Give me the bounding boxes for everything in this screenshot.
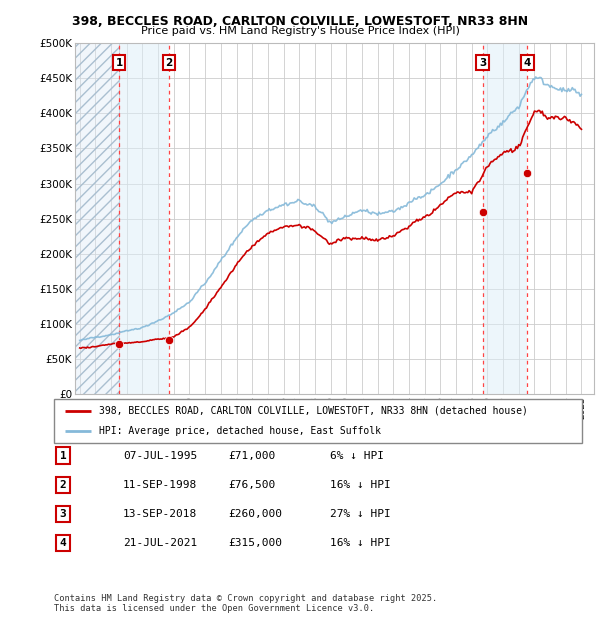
Text: 11-SEP-1998: 11-SEP-1998 xyxy=(123,480,197,490)
Bar xyxy=(119,43,169,394)
Text: HPI: Average price, detached house, East Suffolk: HPI: Average price, detached house, East… xyxy=(99,426,381,436)
Text: 1: 1 xyxy=(116,58,123,68)
Text: £76,500: £76,500 xyxy=(228,480,275,490)
Text: 4: 4 xyxy=(524,58,531,68)
Text: 398, BECCLES ROAD, CARLTON COLVILLE, LOWESTOFT, NR33 8HN: 398, BECCLES ROAD, CARLTON COLVILLE, LOW… xyxy=(72,16,528,28)
Text: 16% ↓ HPI: 16% ↓ HPI xyxy=(330,538,391,548)
Text: 2: 2 xyxy=(59,480,67,490)
Bar xyxy=(75,43,119,394)
Text: 16% ↓ HPI: 16% ↓ HPI xyxy=(330,480,391,490)
Bar xyxy=(482,43,527,394)
Text: 21-JUL-2021: 21-JUL-2021 xyxy=(123,538,197,548)
Text: 13-SEP-2018: 13-SEP-2018 xyxy=(123,509,197,519)
Text: 3: 3 xyxy=(479,58,486,68)
Text: Price paid vs. HM Land Registry's House Price Index (HPI): Price paid vs. HM Land Registry's House … xyxy=(140,26,460,36)
Text: £260,000: £260,000 xyxy=(228,509,282,519)
Text: Contains HM Land Registry data © Crown copyright and database right 2025.
This d: Contains HM Land Registry data © Crown c… xyxy=(54,594,437,613)
Text: 2: 2 xyxy=(166,58,173,68)
Text: 07-JUL-1995: 07-JUL-1995 xyxy=(123,451,197,461)
Text: 398, BECCLES ROAD, CARLTON COLVILLE, LOWESTOFT, NR33 8HN (detached house): 398, BECCLES ROAD, CARLTON COLVILLE, LOW… xyxy=(99,405,528,416)
Text: 3: 3 xyxy=(59,509,67,519)
Bar xyxy=(75,43,119,394)
Text: 4: 4 xyxy=(59,538,67,548)
Text: 1: 1 xyxy=(59,451,67,461)
Text: £71,000: £71,000 xyxy=(228,451,275,461)
Text: 6% ↓ HPI: 6% ↓ HPI xyxy=(330,451,384,461)
Text: 27% ↓ HPI: 27% ↓ HPI xyxy=(330,509,391,519)
Text: £315,000: £315,000 xyxy=(228,538,282,548)
